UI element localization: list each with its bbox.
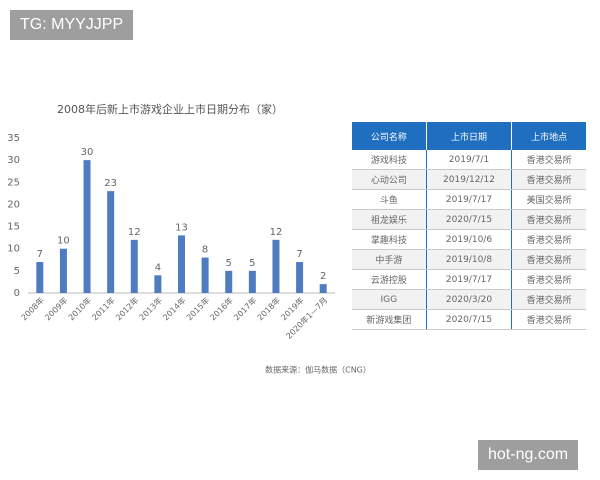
table-cell: IGG [352,289,427,310]
table-cell: 2019/7/1 [426,150,513,170]
bar [201,257,209,293]
value-label: 12 [270,227,283,238]
table-row: 斗鱼 2019/7/17 美国交易所 [352,189,586,210]
y-tick-label: 0 [14,288,20,299]
value-label: 30 [81,147,94,158]
table-cell: 游戏科技 [352,150,427,170]
value-label: 7 [296,249,302,260]
x-tick-label: 2009年 [42,295,69,322]
y-tick-label: 10 [7,244,20,255]
table-cell: 2019/10/8 [426,249,513,270]
y-tick-label: 30 [7,155,20,166]
x-tick-label: 2020年1—7月 [284,295,330,341]
bar [178,235,185,293]
value-label: 5 [249,258,255,269]
table-cell: 2019/12/12 [426,169,513,190]
table-cell: 2019/7/17 [426,189,513,210]
table-cell: 心动公司 [352,169,427,190]
x-tick-label: 2010年 [66,295,93,322]
table-cell: 掌趣科技 [352,229,427,250]
table-body: 游戏科技 2019/7/1 香港交易所 心动公司 2019/12/12 香港交易所 斗鱼 20… [352,150,586,330]
header-cell: 公司名称 [352,122,427,150]
table-cell: 香港交易所 [511,249,586,270]
table-cell: 香港交易所 [511,229,586,250]
table-cell: 云游控股 [352,269,427,290]
y-tick-label: 20 [7,199,20,210]
y-tick-label: 15 [7,222,20,233]
table-row: 云游控股 2019/7/17 香港交易所 [352,269,586,290]
x-tick-label: 2008年 [19,295,46,322]
bar [107,191,115,293]
y-tick-label: 35 [7,133,20,144]
table-cell: 香港交易所 [511,269,586,290]
watermark: hot-ng.com [478,440,579,470]
table-cell: 新游戏集团 [352,309,427,330]
x-tick-label: 2018年 [255,295,282,322]
table-cell: 香港交易所 [511,209,586,230]
chart-title: 2008年后新上市游戏企业上市日期分布（家） [57,102,283,116]
table-cell: 香港交易所 [511,169,586,190]
value-label: 5 [226,258,232,269]
table-row: 中手游 2019/10/8 香港交易所 [352,249,586,270]
table-row: 新游戏集团 2020/7/15 香港交易所 [352,309,586,330]
bar [248,270,256,293]
value-label: 8 [202,245,208,256]
table-row: 游戏科技 2019/7/1 香港交易所 [352,150,586,170]
x-tick-label: 2014年 [161,295,188,322]
x-tick-label: 2012年 [113,295,140,322]
bar [83,160,91,293]
table-cell: 香港交易所 [511,150,586,170]
table-cell: 2020/3/20 [426,289,513,310]
bar [272,239,280,293]
table-row: 心动公司 2019/12/12 香港交易所 [352,169,586,190]
value-label: 23 [104,178,117,189]
table-cell: 香港交易所 [511,309,586,330]
x-tick-label: 2017年 [231,295,258,322]
value-label: 7 [37,249,43,260]
table-cell: 2019/7/17 [426,269,513,290]
table-cell: 2020/7/15 [426,309,513,330]
bar [154,275,162,293]
value-label: 4 [155,262,161,273]
table-cell: 斗鱼 [352,189,427,210]
bar [225,270,233,293]
y-tick-label: 25 [7,177,20,188]
watermark: TG: MYYJJPP [10,10,134,40]
x-tick-label: 2011年 [90,295,117,322]
header-cell: 上市地点 [511,122,586,150]
y-tick-label: 5 [14,266,20,277]
bar [130,239,138,293]
value-label: 2 [320,271,326,282]
table-header: 公司名称 上市日期 上市地点 [352,122,586,150]
table-cell: 2020/7/15 [426,209,513,230]
source: 数据来源：伽马数据（CNG） [265,365,371,375]
table-row: 掌趣科技 2019/10/6 香港交易所 [352,229,586,250]
value-label: 10 [57,236,70,247]
table-cell: 香港交易所 [511,289,586,310]
bar [296,262,304,293]
value-label: 12 [128,227,141,238]
x-tick-label: 2016年 [208,295,235,322]
bar [319,284,327,293]
header-cell: 上市日期 [426,122,513,150]
value-label: 13 [175,222,188,233]
x-tick-label: 2015年 [184,295,211,322]
table-row: IGG 2020/3/20 香港交易所 [352,289,586,310]
table-cell: 2019/10/6 [426,229,513,250]
bar [36,262,44,293]
table-cell: 中手游 [352,249,427,270]
table: 公司名称 上市日期 上市地点 游戏科技 2019/7/1 香港交易所 心动公司 2019/1… [352,122,586,330]
table-cell: 美国交易所 [511,189,586,210]
table-row: 祖龙娱乐 2020/7/15 香港交易所 [352,209,586,230]
table-cell: 祖龙娱乐 [352,209,427,230]
bar [59,248,67,293]
x-tick-label: 2013年 [137,295,164,322]
